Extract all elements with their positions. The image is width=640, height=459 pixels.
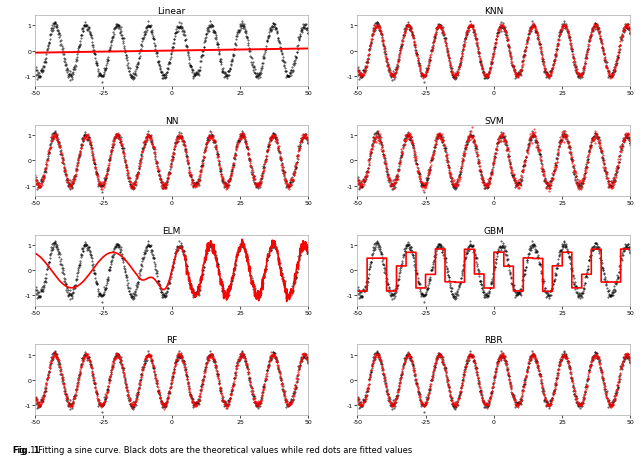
Title: Linear: Linear	[157, 7, 186, 16]
Title: KNN: KNN	[484, 7, 504, 16]
Title: NN: NN	[165, 117, 179, 125]
Title: RF: RF	[166, 336, 177, 345]
Text: Fig. 1 Fitting a sine curve. Black dots are the theoretical values while red dot: Fig. 1 Fitting a sine curve. Black dots …	[13, 445, 412, 454]
Title: RBR: RBR	[484, 336, 503, 345]
Title: GBM: GBM	[483, 226, 504, 235]
Title: SVM: SVM	[484, 117, 504, 125]
Text: Fig. 1: Fig. 1	[13, 445, 40, 454]
Title: ELM: ELM	[163, 226, 181, 235]
